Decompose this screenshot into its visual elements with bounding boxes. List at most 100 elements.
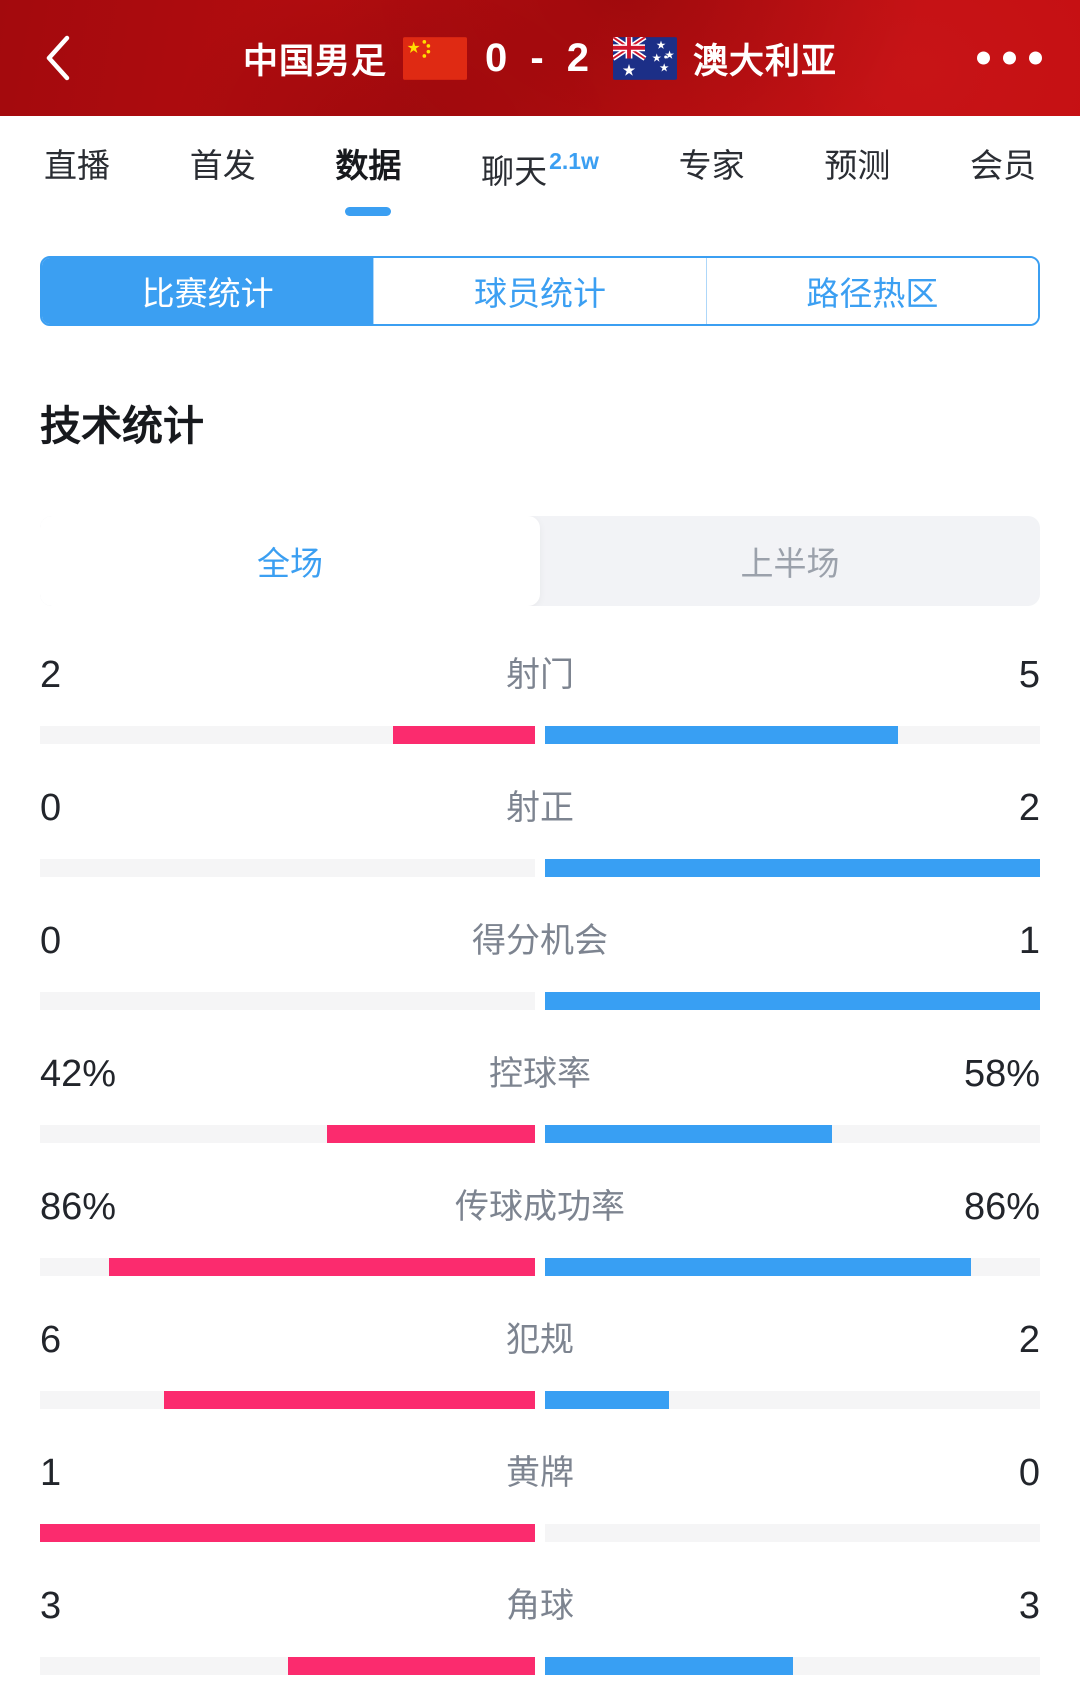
back-button[interactable] [36,32,80,84]
away-bar-track [545,726,1040,744]
home-value: 86% [40,1186,117,1228]
period-toggle: 全场 上半场 [40,516,1040,606]
toggle-first-half[interactable]: 上半场 [540,516,1040,606]
stat-label: 射门 [506,656,574,694]
tab-lineup[interactable]: 首发 [190,143,256,189]
away-bar-track [545,1391,1040,1409]
tab-label: 会员 [970,147,1036,184]
away-value: 3 [1018,1585,1040,1627]
stats-segment-bar: 比赛统计 球员统计 路径热区 [40,256,1040,326]
home-value: 0 [40,787,62,829]
away-bar-fill [545,1258,971,1276]
away-bar-fill [545,726,899,744]
tab-data[interactable]: 数据 [335,143,401,216]
main-tab-bar: 直播 首发 数据 聊天2.1w 专家 预测 会员 [0,116,1080,216]
home-bar-track [40,1391,535,1409]
home-bar-track [40,726,535,744]
home-bar-fill [109,1258,535,1276]
away-bar-fill [545,859,1040,877]
stat-values: 86% 传球成功率 86% [40,1182,1040,1232]
stat-label: 黄牌 [506,1454,574,1492]
away-value: 86% [963,1186,1040,1228]
home-bar-track [40,992,535,1010]
tab-predict[interactable]: 预测 [824,143,890,189]
stat-label: 传球成功率 [455,1188,625,1226]
away-team-name: 澳大利亚 [693,41,838,81]
tab-label: 首发 [189,147,256,184]
match-score: 0 - 2 [484,35,596,80]
stat-bars [40,1125,1040,1143]
home-bar-track [40,1657,535,1675]
stat-row-shots-on-target: 0 射正 2 [40,783,1040,877]
subtab-label: 路径热区 [806,275,939,312]
stat-row-possession: 42% 控球率 58% [40,1049,1040,1143]
tab-live[interactable]: 直播 [44,143,110,189]
away-value: 58% [963,1053,1040,1095]
tab-chat[interactable]: 聊天2.1w [481,138,599,195]
stat-bars [40,992,1040,1010]
tab-expert[interactable]: 专家 [679,143,745,189]
away-bar-fill [545,1657,793,1675]
stat-bars [40,1391,1040,1409]
stat-row-shots: 2 射门 5 [40,650,1040,744]
home-bar-track [40,859,535,877]
tab-member[interactable]: 会员 [970,143,1036,189]
tab-label: 专家 [678,147,745,184]
subtab-label: 比赛统计 [141,275,274,312]
more-menu-button[interactable] [967,42,1052,75]
stats-list: 2 射门 5 0 射正 2 0 得分机会 1 42% 控球率 58% 86% 传球成功率 86% 6 犯规 2 1 黄… [40,650,1040,1675]
home-bar-fill [287,1657,535,1675]
section-title: 技术统计 [40,403,204,449]
stat-row-fouls: 6 犯规 2 [40,1315,1040,1409]
tab-label: 直播 [44,147,110,184]
away-bar-track [545,1524,1040,1542]
stat-values: 0 射正 2 [40,783,1040,833]
stat-values: 42% 控球率 58% [40,1049,1040,1099]
stat-row-yellow-cards: 1 黄牌 0 [40,1448,1040,1542]
home-bar-fill [163,1391,535,1409]
stat-values: 2 射门 5 [40,650,1040,700]
active-tab-indicator [345,207,392,216]
chevron-left-icon [46,35,70,81]
away-bar-track [545,992,1040,1010]
away-value: 1 [1018,920,1040,962]
away-bar-track [545,859,1040,877]
home-bar-track [40,1125,535,1143]
china-flag-icon [402,36,467,80]
subtab-match-stats[interactable]: 比赛统计 [42,258,375,324]
away-bar-track [545,1258,1040,1276]
away-bar-fill [545,1391,669,1409]
match-header: 中国男足 0 - 2 澳大利亚 [0,0,1080,116]
scoreline: 中国男足 0 - 2 澳大利亚 [0,33,1080,84]
home-bar-fill [40,1524,535,1542]
home-bar-track [40,1258,535,1276]
away-bar-fill [545,992,1040,1010]
stat-label: 得分机会 [472,922,608,960]
toggle-full-match[interactable]: 全场 [40,516,540,606]
stat-label: 角球 [506,1587,574,1625]
ellipsis-dot [1003,51,1016,65]
tab-label: 聊天 [481,152,548,190]
stat-values: 6 犯规 2 [40,1315,1040,1365]
subtab-heat-map[interactable]: 路径热区 [706,258,1038,324]
stat-bars [40,1258,1040,1276]
stat-row-big-chances: 0 得分机会 1 [40,916,1040,1010]
away-value: 2 [1018,787,1040,829]
tab-badge: 2.1w [549,147,599,174]
away-bar-track [545,1125,1040,1143]
stat-label: 犯规 [506,1321,574,1359]
stat-values: 3 角球 3 [40,1581,1040,1631]
away-value: 0 [1018,1452,1040,1494]
stat-bars [40,859,1040,877]
stat-label: 射正 [506,789,574,827]
subtab-player-stats[interactable]: 球员统计 [374,258,707,324]
stat-row-corners: 3 角球 3 [40,1581,1040,1675]
stat-label: 控球率 [489,1055,591,1093]
home-bar-fill [327,1125,535,1143]
stat-bars [40,1657,1040,1675]
subtab-label: 球员统计 [473,275,606,312]
stat-bars [40,1524,1040,1542]
away-value: 5 [1018,654,1040,696]
home-bar-fill [393,726,535,744]
home-team-name: 中国男足 [242,41,387,81]
